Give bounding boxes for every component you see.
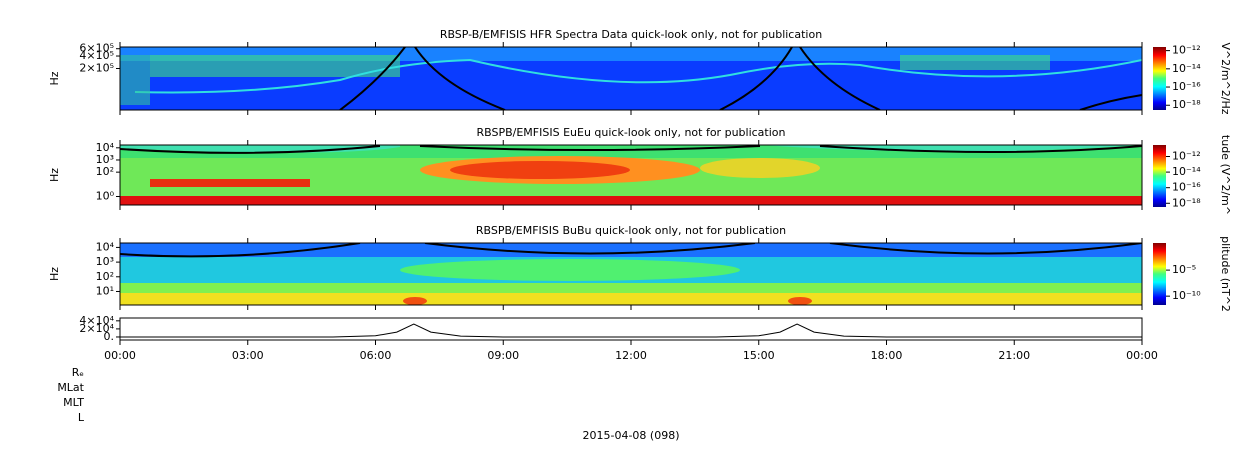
y-tick-label: 10⁰	[96, 189, 115, 202]
y-tick-label: 10³	[96, 255, 114, 268]
colorbar	[1153, 243, 1166, 305]
x-tick-label: 03:00	[232, 349, 264, 362]
y-tick-label: 10³	[96, 153, 114, 166]
x-tick-label: 15:00	[743, 349, 775, 362]
colorbar-tick-label: 10⁻¹⁸	[1172, 196, 1201, 209]
orbit-label: L	[78, 411, 85, 424]
y-axis-label: Hz	[48, 168, 61, 182]
y-tick-label: 2×10⁴	[79, 322, 114, 335]
x-tick-label: 06:00	[360, 349, 392, 362]
orbit-label: Rₑ	[72, 366, 84, 379]
colorbar-label: plitude (nT^2	[1219, 236, 1232, 312]
colorbar-tick-label: 10⁻¹⁶	[1172, 80, 1201, 93]
orbit-label: MLat	[57, 381, 84, 394]
y-tick-label: 10²	[96, 165, 114, 178]
colorbar-tick-label: 10⁻¹⁴	[1172, 165, 1201, 178]
colorbar-tick-label: 10⁻¹⁴	[1172, 62, 1201, 75]
y-tick-label: 4×10⁵	[79, 49, 114, 62]
spectrogram-image	[120, 243, 1142, 305]
data-line	[120, 323, 1142, 338]
y-tick-label: 10²	[96, 270, 114, 283]
y-tick-label: 0.	[104, 330, 115, 343]
x-tick-label: 18:00	[871, 349, 903, 362]
y-tick-label: 10⁴	[96, 141, 115, 154]
y-tick-label: 10¹	[96, 284, 114, 297]
colorbar-tick-label: 10⁻¹⁸	[1172, 98, 1201, 111]
x-tick-label: 09:00	[487, 349, 519, 362]
y-tick-label: 4×10⁴	[79, 314, 114, 327]
colorbar-tick-label: 10⁻¹²	[1172, 44, 1201, 57]
colorbar-tick-label: 10⁻⁵	[1172, 263, 1196, 276]
x-tick-label: 12:00	[615, 349, 647, 362]
x-tick-label: 00:00	[104, 349, 136, 362]
y-axis-label: Hz	[48, 267, 61, 281]
colorbar-tick-label: 10⁻¹⁶	[1172, 181, 1201, 194]
colorbar-tick-label: 10⁻¹⁰	[1172, 289, 1201, 302]
spectrogram-image	[120, 47, 1142, 110]
y-axis-label: Hz	[48, 71, 61, 85]
colorbar-tick-label: 10⁻¹²	[1172, 150, 1201, 163]
y-tick-label: 2×10⁵	[79, 62, 114, 75]
colorbar	[1153, 145, 1166, 207]
colorbar-label: tude (V^2/m^	[1219, 135, 1232, 215]
y-tick-label: 10⁴	[96, 240, 115, 253]
x-tick-label: 21:00	[998, 349, 1030, 362]
spectrogram-image	[120, 145, 1142, 205]
x-tick-label: 00:00	[1126, 349, 1158, 362]
y-tick-label: 6×10⁵	[79, 42, 114, 55]
colorbar-label: V^2/m^2/Hz	[1219, 42, 1232, 114]
panel-title: RBSPB/EMFISIS EuEu quick-look only, not …	[476, 126, 785, 139]
panel-title: RBSP-B/EMFISIS HFR Spectra Data quick-lo…	[440, 28, 822, 41]
colorbar	[1153, 47, 1166, 110]
date-label: 2015-04-08 (098)	[582, 429, 679, 442]
panel-title: RBSPB/EMFISIS BuBu quick-look only, not …	[476, 224, 786, 237]
orbit-label: MLT	[63, 396, 84, 409]
